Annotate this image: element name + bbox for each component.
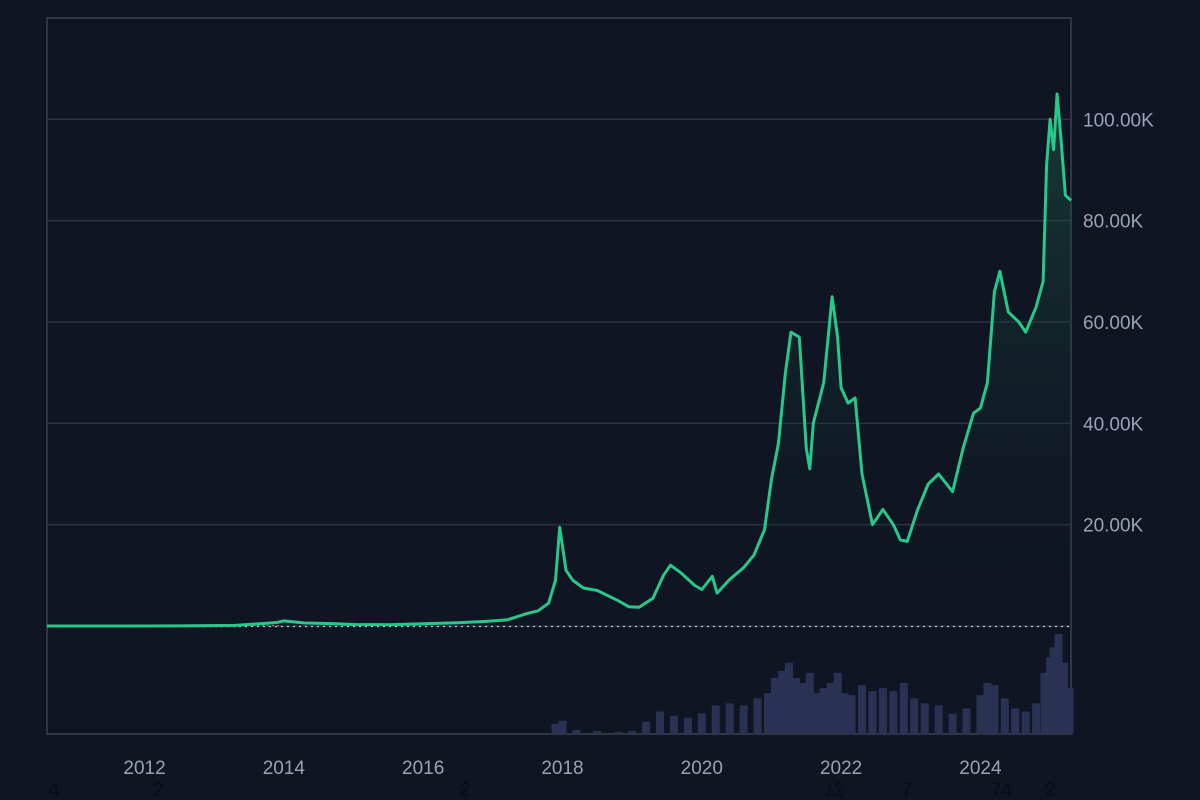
- volume-bar: [826, 683, 835, 734]
- price-area-fill: [47, 94, 1071, 626]
- volume-bar: [1054, 634, 1063, 734]
- volume-bar: [558, 720, 567, 734]
- volume-bar: [1032, 703, 1041, 734]
- y-tick-label: 40.00K: [1083, 414, 1144, 435]
- volume-bar: [1049, 647, 1058, 734]
- bottom-markers: 4 2 2 12 7 74 2: [49, 780, 1056, 800]
- volume-bar: [656, 711, 665, 734]
- volume-bar: [1000, 698, 1009, 734]
- volume-bar: [763, 693, 772, 734]
- volume-bar: [791, 677, 800, 734]
- volume-bar: [878, 688, 887, 734]
- volume-bar: [899, 683, 908, 734]
- volume-bar: [990, 685, 999, 734]
- volume-bar: [1040, 672, 1049, 734]
- volume-bar: [1060, 662, 1069, 734]
- volume-bar: [920, 703, 929, 734]
- volume-bar: [798, 683, 807, 734]
- y-tick-label: 60.00K: [1083, 313, 1144, 334]
- bottom-marker-label: 74: [991, 780, 1013, 800]
- volume-bar: [739, 705, 748, 734]
- volume-bar: [948, 713, 957, 734]
- x-tick-label: 2020: [681, 758, 723, 779]
- bottom-marker-label: 2: [1045, 780, 1056, 800]
- volume-bar: [669, 715, 678, 734]
- volume-bar: [753, 698, 762, 734]
- bottom-marker-label: 2: [153, 780, 164, 800]
- bottom-marker-label: 2: [460, 780, 471, 800]
- volume-bar: [697, 713, 706, 734]
- x-axis: 2012 2014 2016 2018 2020 2022 2024: [123, 758, 1002, 779]
- volume-bar: [551, 723, 560, 734]
- volume-bar: [858, 685, 867, 734]
- volume-bar: [805, 672, 814, 734]
- volume-bar: [1021, 711, 1030, 734]
- volume-bar: [819, 688, 828, 734]
- volume-bar: [840, 693, 849, 734]
- y-tick-label: 20.00K: [1083, 516, 1144, 537]
- volume-bar: [683, 717, 692, 734]
- volume-bar: [847, 695, 856, 734]
- volume-bar: [1011, 708, 1020, 734]
- volume-bar: [777, 670, 786, 734]
- volume-bar: [889, 691, 898, 734]
- price-line[interactable]: [47, 92, 1073, 628]
- volume-bar: [812, 693, 821, 734]
- volume-bar: [784, 662, 793, 734]
- volume-bar: [868, 691, 877, 734]
- x-tick-label: 2018: [541, 758, 583, 779]
- x-tick-label: 2024: [959, 758, 1002, 779]
- y-axis: 20.00K 40.00K 60.00K 80.00K 100.00K: [1083, 110, 1154, 536]
- volume-bars: [551, 634, 1074, 734]
- volume-bar: [1065, 688, 1074, 734]
- x-tick-label: 2016: [402, 758, 444, 779]
- volume-bar: [725, 703, 734, 734]
- y-gridlines: [47, 118, 1071, 526]
- volume-bar: [593, 730, 602, 734]
- volume-bar: [833, 672, 842, 734]
- volume-bar: [934, 705, 943, 734]
- x-tick-label: 2014: [263, 758, 306, 779]
- bottom-marker-label: 12: [824, 780, 845, 800]
- volume-bar: [628, 730, 637, 734]
- volume-bar: [976, 695, 985, 734]
- bottom-marker-label: 4: [49, 780, 60, 800]
- y-tick-label: 100.00K: [1083, 110, 1154, 131]
- x-tick-label: 2012: [123, 758, 165, 779]
- y-tick-label: 80.00K: [1083, 212, 1144, 233]
- volume-bar: [770, 677, 779, 734]
- bottom-marker-label: 7: [902, 780, 913, 800]
- volume-bar: [983, 683, 992, 734]
- volume-bar: [572, 729, 581, 734]
- volume-bar: [962, 708, 971, 734]
- volume-bar: [614, 731, 623, 734]
- volume-bar: [711, 705, 720, 734]
- x-tick-label: 2022: [820, 758, 862, 779]
- volume-bar: [642, 721, 651, 734]
- volume-bar: [910, 698, 919, 734]
